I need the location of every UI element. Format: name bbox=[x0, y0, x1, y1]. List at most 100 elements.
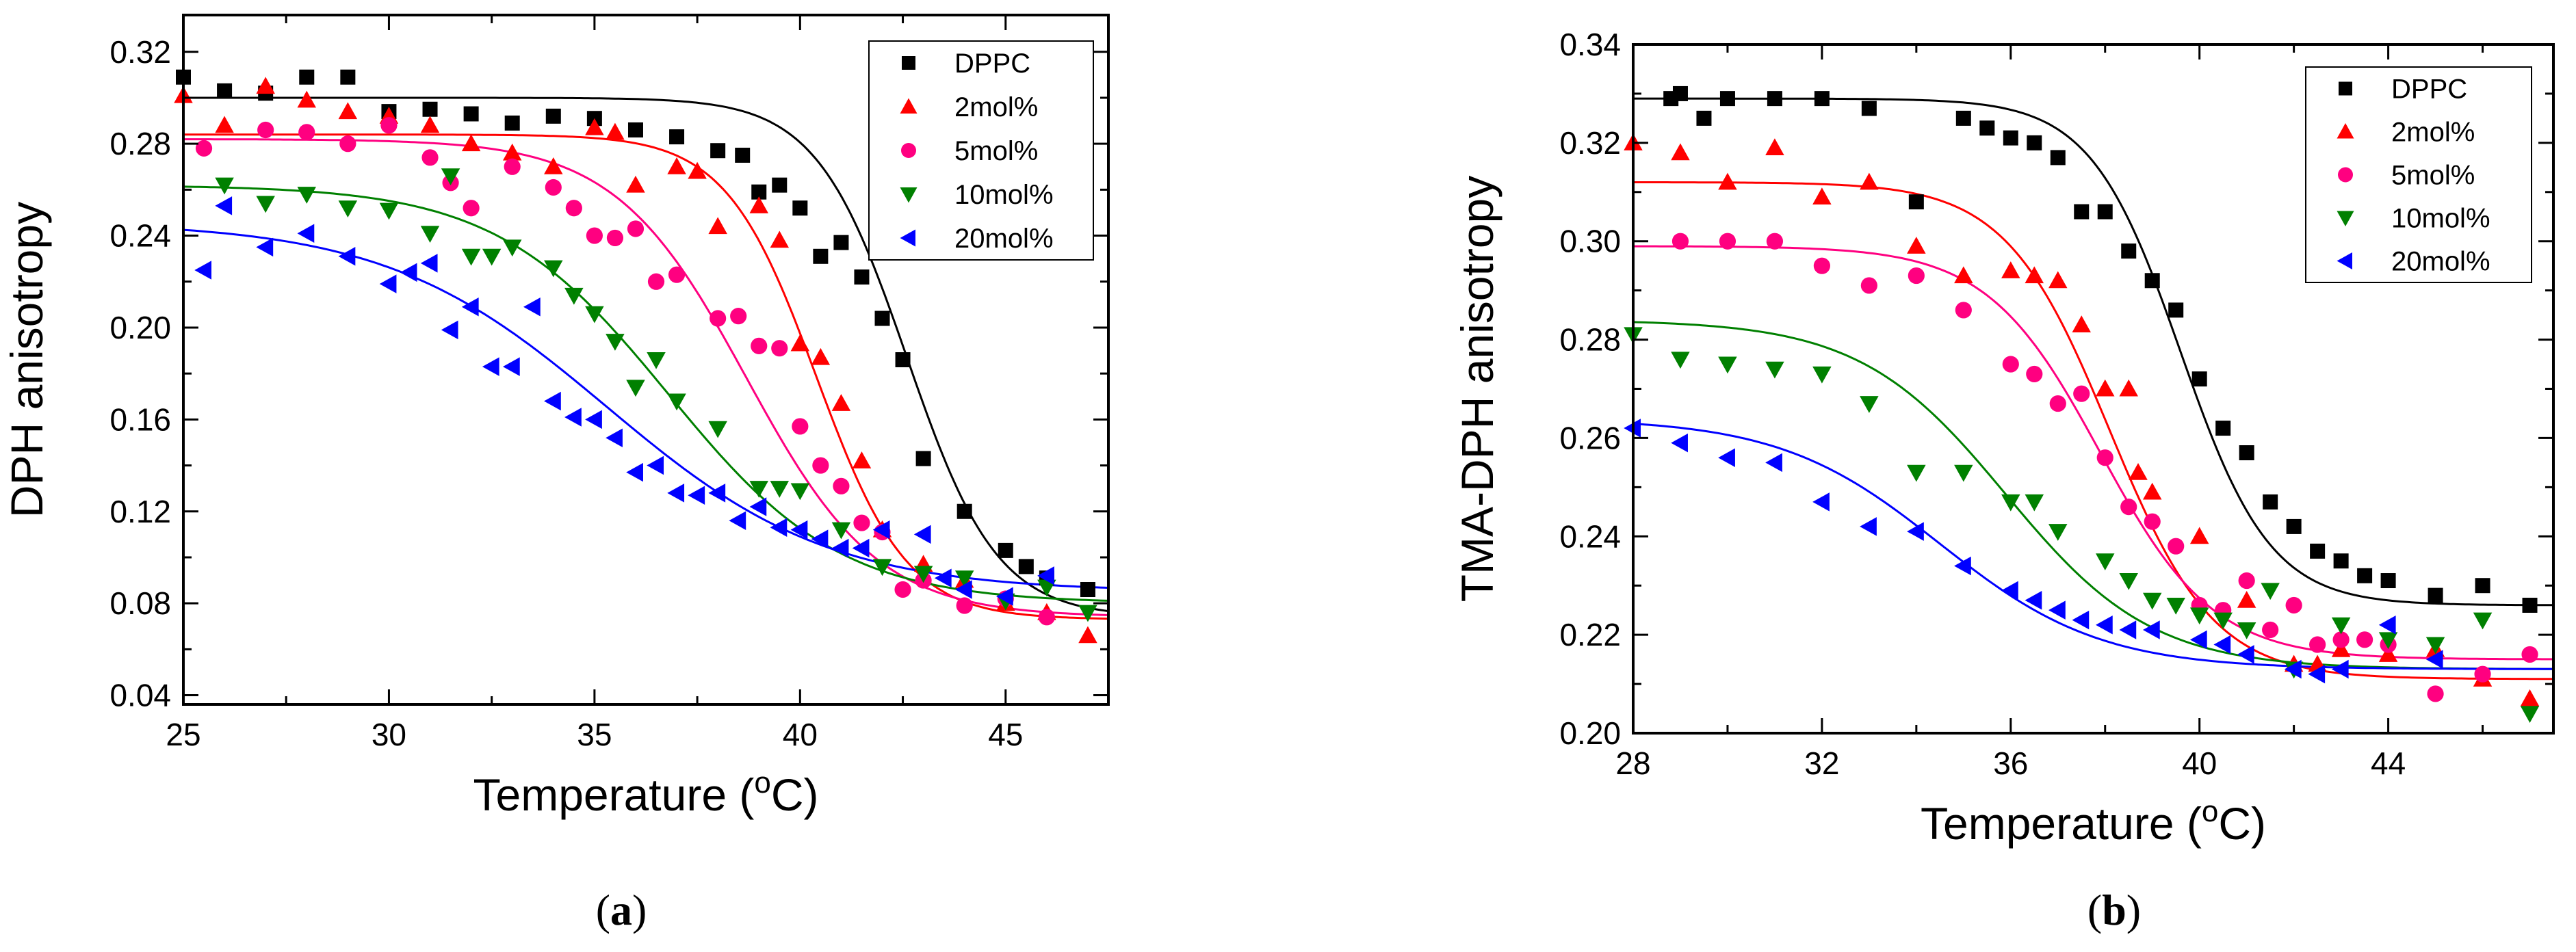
panel-b-data-point bbox=[2027, 135, 2042, 150]
panel-a-data-point bbox=[708, 484, 726, 503]
panel-b-data-point bbox=[2263, 494, 2278, 510]
panel-b-data-point bbox=[2239, 445, 2254, 461]
panel-a-data-point bbox=[772, 177, 788, 193]
panel-a-x-tick-label: 45 bbox=[988, 717, 1023, 752]
panel-a-y-tick-label: 0.04 bbox=[109, 678, 171, 713]
panel-b-data-point bbox=[2142, 620, 2160, 639]
panel-b-data-point bbox=[2473, 612, 2493, 630]
panel-a-data-point bbox=[441, 320, 458, 340]
panel-b-data-point bbox=[1766, 233, 1784, 250]
panel-b-x-axis-label-sup: o bbox=[2202, 795, 2218, 828]
panel-a-data-point bbox=[502, 239, 522, 257]
panel-a-data-point bbox=[811, 347, 831, 365]
panel-b-data-point bbox=[2428, 587, 2443, 603]
panel-b-data-point bbox=[2238, 572, 2255, 590]
panel-b-data-point bbox=[2215, 421, 2231, 436]
panel-a-legend-label: DPPC bbox=[954, 49, 1030, 79]
panel-a-data-point bbox=[751, 184, 767, 200]
panel-a-data-point bbox=[627, 122, 643, 137]
panel-b-data-point bbox=[2262, 621, 2279, 639]
panel-b-series-DPPC bbox=[1663, 85, 2538, 613]
panel-label-a-open: ( bbox=[596, 886, 610, 934]
panel-b-x-axis-label-main: Temperature ( bbox=[1921, 798, 2202, 849]
panel-a-data-point bbox=[544, 157, 563, 174]
panel-b-data-point bbox=[2119, 573, 2138, 590]
panel-a-data-point bbox=[998, 542, 1013, 558]
panel-a-legend-label: 2mol% bbox=[954, 92, 1038, 122]
panel-b-data-point bbox=[2308, 664, 2326, 684]
panel-a-data-point bbox=[1080, 582, 1095, 597]
panel-a-data-point bbox=[545, 178, 562, 196]
panel-b-data-point bbox=[1908, 267, 1925, 285]
panel-b-data-point bbox=[2310, 543, 2326, 559]
panel-a-data-point bbox=[523, 297, 541, 317]
panel-a-data-point bbox=[730, 308, 747, 325]
panel-a-x-axis-label-sup: o bbox=[754, 766, 770, 799]
panel-b-legend-label: 5mol% bbox=[2391, 161, 2475, 191]
panel-b-data-point bbox=[2213, 635, 2231, 654]
panel-a-data-point bbox=[400, 263, 417, 282]
panel-b-data-point bbox=[2049, 395, 2066, 412]
panel-b-data-point bbox=[2166, 597, 2185, 615]
panel-b-data-point bbox=[2331, 659, 2349, 679]
panel-a-data-point bbox=[606, 428, 623, 447]
panel-b-legend: DPPC 2mol% 5mol% 10mol% 20mol% bbox=[2305, 66, 2532, 283]
panel-a-data-point bbox=[749, 196, 768, 213]
panel-a-data-point bbox=[504, 158, 521, 175]
panel-a-data-point bbox=[585, 118, 604, 135]
panel-a-data-point bbox=[831, 394, 851, 411]
panel-b-data-point bbox=[2189, 607, 2209, 625]
panel-a-data-point bbox=[422, 101, 438, 117]
panel-a-data-point bbox=[1037, 579, 1056, 597]
panel-b-data-point bbox=[2097, 204, 2113, 220]
panel-a-data-point bbox=[954, 570, 974, 587]
panel-b-data-point bbox=[1719, 233, 1736, 250]
panel-b-data-point bbox=[2074, 204, 2090, 220]
panel-a-legend-marker bbox=[902, 56, 915, 70]
panel-b-data-point bbox=[1812, 187, 1832, 204]
panel-a-data-point bbox=[831, 538, 849, 558]
panel-b-data-point bbox=[2475, 578, 2490, 594]
panel-b-data-point bbox=[2003, 130, 2018, 146]
panel-a-data-point bbox=[463, 200, 480, 217]
panel-a-data-point bbox=[708, 421, 727, 438]
panel-a-data-point bbox=[647, 352, 666, 369]
panel-a-data-point bbox=[647, 455, 664, 475]
panel-b-data-point bbox=[1861, 101, 1877, 116]
panel-a-data-point bbox=[812, 457, 829, 474]
panel-a-data-point bbox=[338, 102, 358, 120]
panel-b-y-tick-label: 0.22 bbox=[1559, 617, 1621, 652]
panel-a-data-point bbox=[482, 357, 499, 376]
panel-b-data-point bbox=[1907, 237, 1926, 254]
panel-b-data-point bbox=[2048, 271, 2068, 289]
panel-a-data-point bbox=[852, 538, 870, 558]
panel-a-fit-line-5mol% bbox=[183, 138, 1109, 616]
panel-a-data-point bbox=[913, 525, 931, 544]
panel-b-data-point bbox=[2378, 645, 2398, 662]
panel-b-data-point bbox=[2189, 630, 2207, 650]
panel-a-fit-line-DPPC bbox=[183, 96, 1109, 613]
panel-b-data-point bbox=[1860, 396, 1879, 413]
panel-a-data-point bbox=[504, 115, 520, 131]
panel-b-y-tick-label: 0.34 bbox=[1559, 27, 1621, 62]
panel-a-legend-label: 20mol% bbox=[954, 224, 1054, 254]
panel-a-data-point bbox=[853, 514, 870, 531]
panel-a-data-point bbox=[338, 247, 356, 266]
panel-b-y-tick-label: 0.20 bbox=[1559, 715, 1621, 751]
panel-label-a: (a) bbox=[596, 886, 647, 934]
panel-a-data-point bbox=[792, 200, 808, 216]
panel-a-data-point bbox=[833, 235, 849, 250]
panel-a-data-point bbox=[667, 157, 686, 174]
panel-b-data-point bbox=[1696, 110, 1712, 126]
panel-a-data-point bbox=[380, 117, 398, 134]
panel-b-data-point bbox=[2095, 616, 2113, 635]
panel-a-data-point bbox=[647, 273, 665, 290]
panel-b-data-point bbox=[1860, 517, 1877, 536]
panel-b-x-tick-label: 40 bbox=[2182, 745, 2217, 781]
panel-a-data-point bbox=[749, 497, 767, 516]
panel-a-data-point bbox=[852, 451, 872, 468]
panel-b-data-point bbox=[2168, 302, 2184, 318]
panel-b-data-point bbox=[2357, 568, 2373, 583]
panel-a-data-point bbox=[669, 129, 685, 145]
panel-a-data-point bbox=[915, 451, 931, 466]
